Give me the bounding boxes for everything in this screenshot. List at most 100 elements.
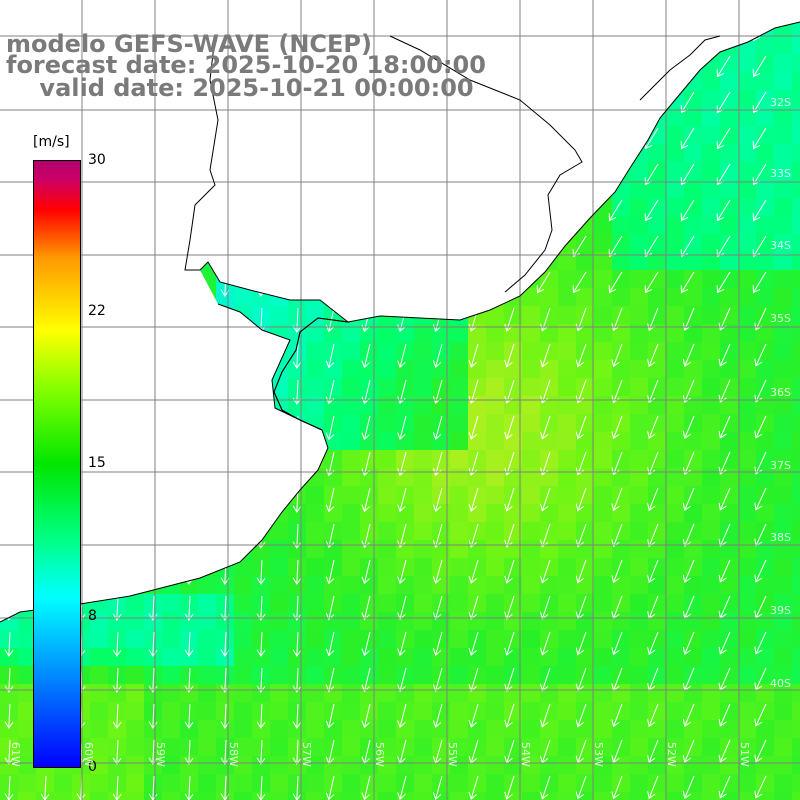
wind-speed-cell <box>630 72 648 90</box>
wind-speed-cell <box>684 522 702 540</box>
wind-speed-cell <box>594 378 612 396</box>
wind-speed-cell <box>666 486 684 504</box>
wind-speed-cell <box>612 108 630 126</box>
wind-speed-cell <box>738 108 756 126</box>
wind-speed-cell <box>486 234 504 252</box>
wind-speed-cell <box>504 198 522 216</box>
wind-arrow <box>292 271 302 297</box>
wind-speed-cell <box>576 774 594 792</box>
wind-speed-cell <box>360 792 378 800</box>
wind-speed-cell <box>576 72 594 90</box>
wind-arrow <box>292 307 302 333</box>
wind-speed-cell <box>774 234 792 252</box>
wind-speed-cell <box>792 342 800 360</box>
wind-speed-cell <box>540 378 558 396</box>
wind-speed-cell <box>630 234 648 252</box>
wind-speed-cell <box>486 594 504 612</box>
wind-speed-cell <box>486 702 504 720</box>
wind-speed-cell <box>378 630 396 648</box>
wind-speed-cell <box>774 378 792 396</box>
wind-speed-cell <box>720 54 738 72</box>
wind-arrow <box>575 667 587 692</box>
wind-speed-cell <box>468 270 486 288</box>
colorbar-tick-30: 30 <box>88 152 106 168</box>
wind-speed-cell <box>234 288 252 306</box>
wind-speed-cell <box>504 234 522 252</box>
wind-speed-cell <box>378 180 396 198</box>
wind-speed-cell <box>792 684 800 702</box>
wind-speed-cell <box>432 666 450 684</box>
wind-speed-cell <box>630 504 648 522</box>
wind-speed-cell <box>252 270 270 288</box>
wind-speed-cell <box>216 576 234 594</box>
wind-speed-cell <box>342 126 360 144</box>
wind-speed-cell <box>612 216 630 234</box>
wind-speed-cell <box>306 450 324 468</box>
wind-speed-cell <box>774 198 792 216</box>
wind-speed-cell <box>198 216 216 234</box>
wind-speed-cell <box>306 342 324 360</box>
wind-speed-cell <box>630 216 648 234</box>
wind-arrow <box>361 667 371 693</box>
wind-speed-cell <box>216 234 234 252</box>
wind-speed-cell <box>540 666 558 684</box>
wind-speed-cell <box>684 54 702 72</box>
wind-speed-cell <box>504 360 522 378</box>
wind-speed-cell <box>342 504 360 522</box>
wind-speed-cell <box>540 54 558 72</box>
wind-speed-cell <box>756 432 774 450</box>
wind-speed-cell <box>108 396 126 414</box>
wind-arrow <box>682 775 695 799</box>
wind-arrow <box>361 415 371 441</box>
wind-speed-cell <box>594 22 612 36</box>
wind-speed-cell <box>198 720 216 738</box>
wind-speed-cell <box>774 504 792 522</box>
wind-speed-cell <box>576 252 594 270</box>
wind-speed-cell <box>594 432 612 450</box>
coastline <box>0 21 800 623</box>
wind-speed-cell <box>234 504 252 522</box>
wind-speed-cell <box>342 396 360 414</box>
wind-speed-cell <box>450 324 468 342</box>
wind-speed-cell <box>504 378 522 396</box>
wind-speed-cell <box>522 774 540 792</box>
lon-label-51w: 51W <box>738 742 751 767</box>
wind-arrow <box>752 127 767 150</box>
wind-speed-cell <box>198 666 216 684</box>
wind-arrow <box>292 631 302 657</box>
wind-speed-cell <box>180 108 198 126</box>
wind-speed-cell <box>198 360 216 378</box>
wind-arrow <box>718 775 731 799</box>
wind-speed-cell <box>144 270 162 288</box>
wind-speed-cell <box>648 288 666 306</box>
wind-speed-cell <box>378 504 396 522</box>
wind-speed-cell <box>414 270 432 288</box>
wind-speed-cell <box>180 450 198 468</box>
wind-speed-cell <box>0 342 18 360</box>
wind-arrow <box>572 22 587 42</box>
wind-speed-cell <box>0 504 18 522</box>
wind-arrow <box>644 199 659 222</box>
wind-speed-cell <box>0 396 18 414</box>
wind-speed-cell <box>288 126 306 144</box>
wind-arrow <box>647 775 659 800</box>
wind-speed-cell <box>630 774 648 792</box>
wind-speed-cell <box>486 540 504 558</box>
wind-arrow <box>292 235 302 261</box>
wind-speed-cell <box>630 126 648 144</box>
wind-speed-cell <box>180 630 198 648</box>
wind-speed-cell <box>342 738 360 756</box>
wind-speed-cell <box>360 306 378 324</box>
wind-speed-cell <box>180 432 198 450</box>
wind-speed-cell <box>774 342 792 360</box>
wind-speed-cell <box>360 486 378 504</box>
wind-speed-cell <box>216 630 234 648</box>
wind-speed-cell <box>126 144 144 162</box>
wind-arrow <box>292 595 302 621</box>
wind-speed-cell <box>324 162 342 180</box>
wind-speed-cell <box>450 756 468 774</box>
wind-speed-cell <box>486 378 504 396</box>
lon-label-52w: 52W <box>665 742 678 767</box>
wind-speed-cell <box>306 288 324 306</box>
wind-arrow <box>432 631 443 656</box>
